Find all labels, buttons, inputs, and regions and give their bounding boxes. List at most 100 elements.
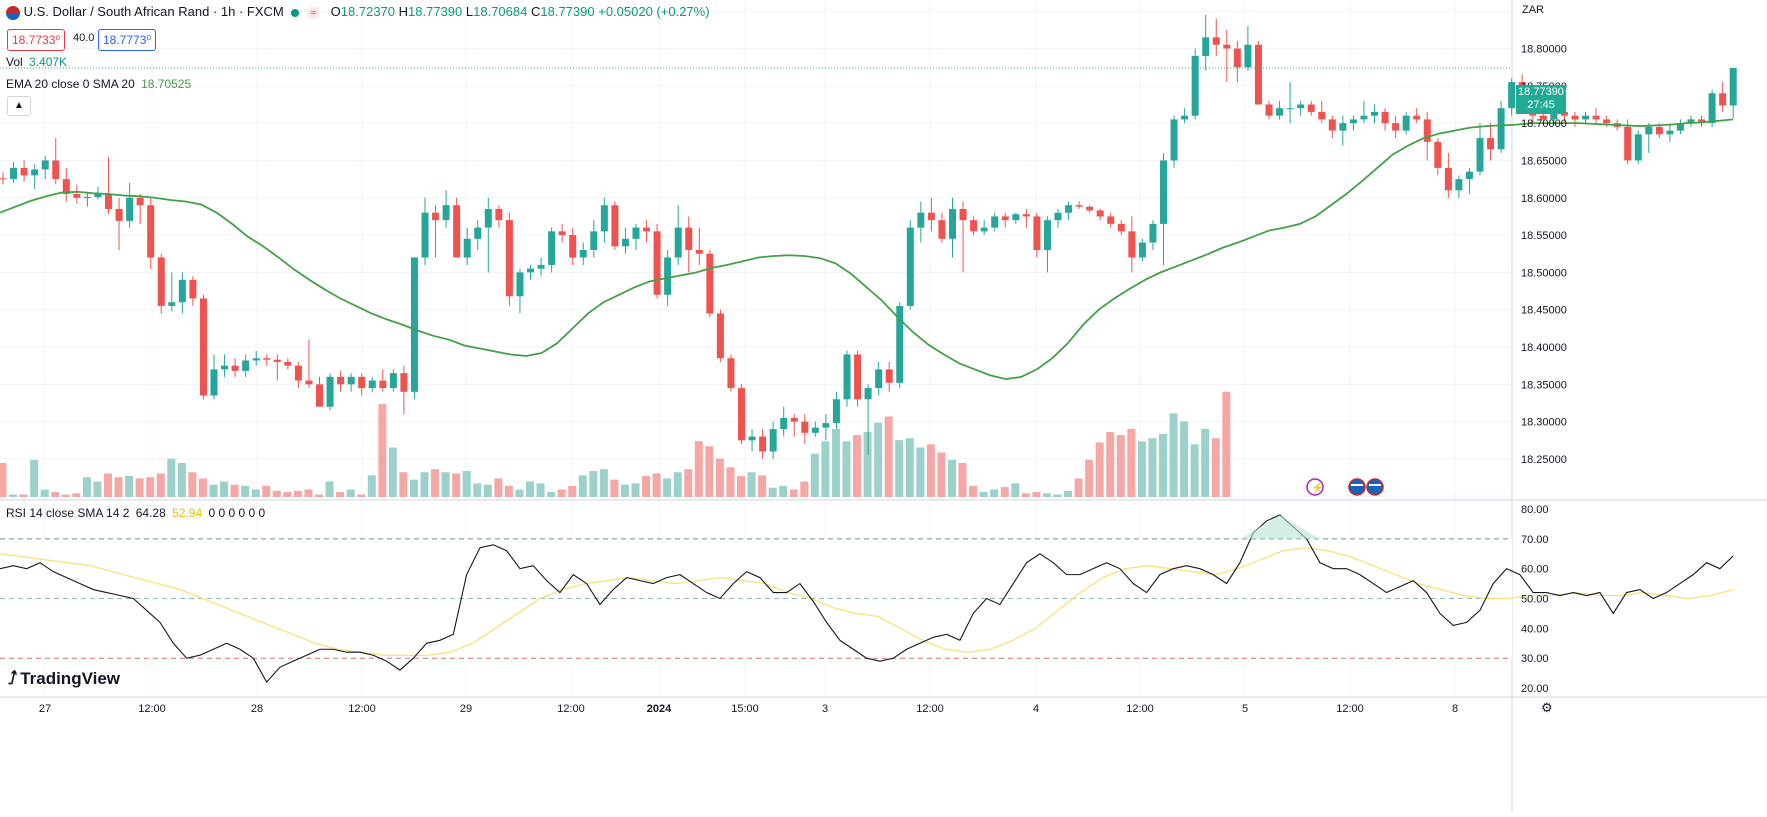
candle-body [316,384,323,407]
settings-button[interactable]: ⚙ [1541,700,1553,716]
symbol-title[interactable]: U.S. Dollar / South African Rand · 1h · … [23,4,284,19]
candle-body [73,194,81,198]
volume-bar [51,492,60,497]
rsi-tick-label: 20.00 [1521,683,1549,695]
ema-legend[interactable]: EMA 20 close 0 SMA 20 18.70525 [6,77,192,91]
collapse-legend-button[interactable]: ▲ [7,96,31,116]
volume-bar [842,441,851,497]
candle-body [822,423,830,428]
volume-bar [1042,493,1051,497]
candle-body [463,238,471,258]
candle-body [379,380,387,389]
candle-body [906,227,914,306]
candle-body [389,373,397,389]
price-tick-label: 18.55000 [1521,230,1567,242]
candle-body [474,227,482,239]
flag-icon [6,5,20,20]
time-tick-label: 12:00 [557,703,585,715]
volume-bar [599,469,608,497]
volume-bar [768,487,777,497]
price-tick-label: 18.35000 [1521,379,1567,391]
volume-bar [821,441,830,497]
candle-body [294,365,302,381]
volume-bar [293,490,302,497]
candles[interactable] [0,14,1737,459]
time-tick-label: 15:00 [731,703,759,715]
us-event-icon [1366,478,1384,496]
volume-bar [167,458,176,497]
rsi-pane[interactable] [0,514,1734,684]
candle-body [527,268,534,273]
rsi-tick-label: 70.00 [1521,534,1549,546]
candle-body [1117,223,1125,232]
volume-bar [1106,432,1115,497]
volume-bar [156,473,165,497]
volume-bar [1074,478,1083,497]
volume-bar [1000,487,1009,497]
candle-body [727,358,735,389]
volume-bar [642,475,651,497]
candle-body [178,279,186,303]
candle-body [326,376,334,407]
candle-body [432,212,440,221]
currency-label[interactable]: ZAR [1522,4,1544,16]
candle-body [653,231,661,295]
candle-body [1624,126,1632,161]
price-tick-label: 18.30000 [1521,417,1567,429]
candle-body [1603,119,1611,124]
volume-bar [357,494,366,497]
candle-body [759,436,767,452]
volume-bar [1159,433,1167,497]
symbol-legend: U.S. Dollar / South African Rand · 1h · … [6,4,710,20]
candle-body [1033,216,1041,250]
volume-bar [863,432,872,497]
candle-body [1244,44,1252,68]
candle-body [1001,216,1009,221]
buy-button[interactable]: 18.7773⁰ [98,29,157,51]
volume-bars [0,391,1231,497]
candle-body [242,360,250,371]
event-markers[interactable]: ⚡ [1306,478,1384,496]
candle-body [1634,134,1642,161]
volume-bar [61,494,70,497]
time-tick-label: 28 [251,703,263,715]
volume-bar [536,483,545,497]
chevron-up-icon: ▲ [14,100,24,111]
last-price-tag: 18.77390 27:45 [1516,85,1566,114]
rsi-legend[interactable]: RSI 14 close SMA 14 2 64.28 52.94 0 0 0 … [6,506,266,520]
sell-button[interactable]: 18.7733⁰ [7,29,66,51]
volume-bar [72,493,81,497]
tradingview-logo[interactable]: ⭜ TradingView [8,668,121,688]
candle-body [1022,214,1030,217]
candle-body [1318,111,1326,120]
candle-body [273,359,281,362]
candle-body [1455,179,1463,191]
candle-body [600,205,608,232]
rsi-tick-label: 40.00 [1521,623,1549,635]
volume-bar [452,473,461,497]
candle-body [1708,93,1716,124]
candle-body [305,380,313,385]
candle-body [1212,37,1220,45]
volume-bar [948,459,956,497]
candle-body [20,167,28,176]
candle-body [221,365,229,370]
candle-body [780,417,788,430]
volume-legend[interactable]: Vol 3.407K [6,55,68,69]
wave-icon[interactable]: ≈ [306,7,320,19]
candle-body [1539,115,1547,120]
candle-body [643,227,651,232]
rsi-tick-label: 50.00 [1521,594,1549,606]
candle-body [674,227,682,258]
volume-bar [1148,438,1157,497]
candle-body [1286,108,1294,110]
market-status[interactable] [291,4,300,19]
volume-bar [209,484,218,497]
volume-bar [737,475,745,497]
candle-body [949,208,956,239]
candle-body [896,305,904,383]
flag-stripe [1369,484,1381,486]
volume-bar [1053,494,1062,497]
